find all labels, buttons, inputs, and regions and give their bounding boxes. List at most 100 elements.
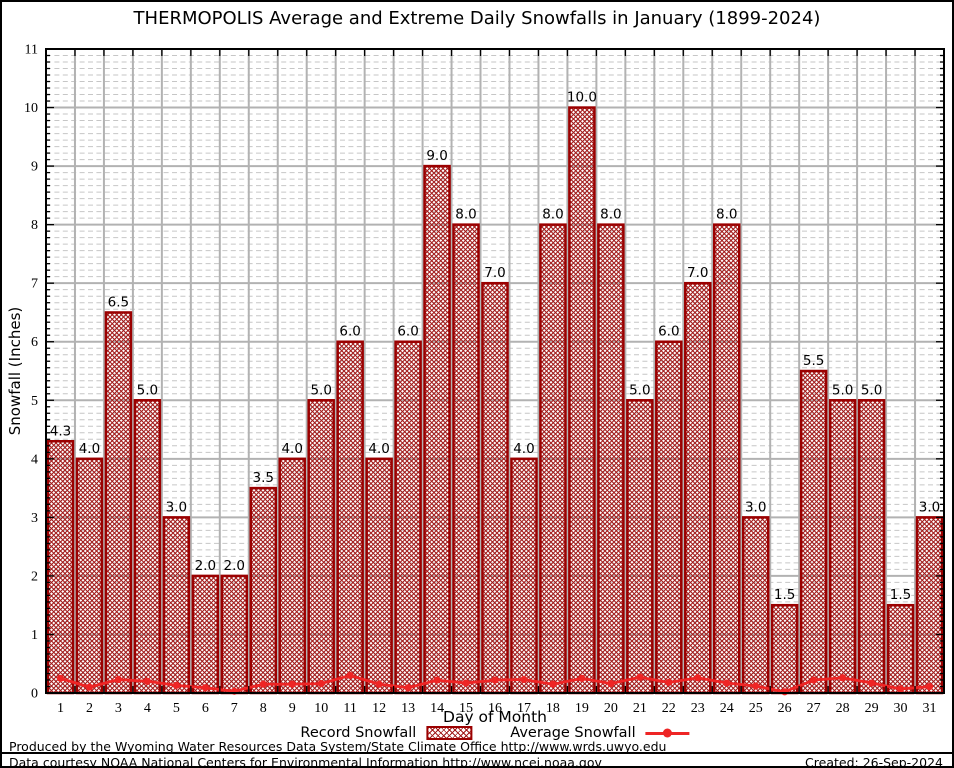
x-tick-26: 26 [778, 701, 792, 716]
bar-value-label: 1.5 [890, 587, 911, 603]
bar-value-label: 3.0 [166, 499, 187, 515]
record-snowfall-bars: 4.3 4.0 6.5 5.0 3.0 2.0 2.0 3.5 4.0 5.0 6.0 4.0 6.0 9… [46, 90, 944, 695]
bar-value-label: 6.5 [108, 294, 129, 310]
x-tick-29: 29 [865, 701, 879, 716]
x-tick-3: 3 [115, 701, 122, 716]
plot-border [45, 48, 945, 694]
bar-value-label: 5.0 [310, 382, 331, 398]
x-tick-25: 25 [749, 701, 763, 716]
average-point-day-12 [375, 680, 383, 688]
average-point-day-1 [56, 674, 65, 682]
x-tick-28: 28 [836, 701, 850, 716]
bar-value-label: 4.0 [513, 441, 534, 457]
bar-day-28 [828, 399, 857, 695]
x-tick-23: 23 [691, 701, 705, 716]
average-point-day-6 [201, 684, 209, 692]
average-point-day-30 [896, 685, 905, 693]
y-tick-6: 6 [31, 335, 38, 350]
bar-day-10 [307, 399, 335, 695]
bar-value-label: 4.0 [79, 441, 100, 457]
bar-value-label: 6.0 [397, 324, 418, 340]
bar-value-label: 2.0 [195, 558, 216, 574]
bar-value-label: 8.0 [600, 207, 621, 223]
x-axis-label: Day of Month [443, 708, 547, 726]
average-point-day-17 [520, 675, 528, 684]
x-tick-21: 21 [633, 701, 647, 716]
bar-day-20 [597, 223, 625, 695]
bar-value-label: 4.3 [50, 423, 71, 439]
bar-value-label: 6.0 [658, 324, 679, 340]
average-point-day-28 [839, 674, 847, 682]
average-point-day-29 [867, 679, 876, 687]
bar-value-label: 5.5 [803, 353, 824, 369]
bar-day-30 [886, 603, 915, 695]
y-tick-4: 4 [31, 452, 38, 467]
x-tick-2: 2 [86, 701, 93, 716]
bar-value-label: 3.5 [253, 470, 274, 486]
x-tick-17: 17 [517, 701, 531, 716]
average-point-day-25 [752, 682, 760, 690]
y-tick-1: 1 [31, 628, 38, 643]
x-tick-18: 18 [546, 701, 560, 716]
bar-day-6 [191, 574, 220, 695]
y-tick-8: 8 [31, 218, 38, 233]
bar-day-5 [162, 516, 191, 695]
average-point-day-15 [462, 679, 470, 687]
footer-data-courtesy: Data courtesy NOAA National Centers for … [9, 755, 602, 768]
bar-value-label: 3.0 [919, 499, 940, 515]
bar-day-12 [365, 457, 393, 695]
average-point-day-26 [781, 688, 789, 696]
bar-day-26 [770, 603, 799, 695]
footer-attribution-2: Data courtesy NOAA National Centers for … [9, 755, 943, 768]
bar-value-label: 7.0 [687, 265, 708, 281]
average-point-day-22 [665, 678, 673, 687]
bar-day-15 [452, 223, 480, 695]
footer-attribution-1: Produced by the Wyoming Water Resources … [9, 739, 667, 754]
axis-ticks [46, 48, 944, 694]
y-tick-9: 9 [31, 160, 38, 175]
bar-day-7 [220, 574, 249, 695]
bar-value-label: 10.0 [567, 90, 597, 106]
average-point-day-23 [694, 674, 702, 682]
bar-day-11 [336, 340, 364, 695]
bar-day-2 [75, 457, 104, 695]
x-tick-labels: 1 2 3 4 5 6 7 8 9 10 11 12 13 14 15 16 17 18 19 20 21 22 23 24 2… [57, 701, 937, 716]
average-point-day-4 [143, 677, 151, 685]
y-tick-3: 3 [31, 511, 38, 526]
x-tick-11: 11 [343, 701, 356, 716]
average-point-day-20 [607, 680, 615, 688]
legend-average-label: Average Snowfall [510, 725, 636, 741]
x-tick-22: 22 [662, 701, 676, 716]
y-tick-2: 2 [31, 569, 38, 584]
y-axis-label: Snowfall (Inches) [6, 306, 24, 436]
bar-value-label: 5.0 [861, 382, 882, 398]
bar-day-13 [394, 340, 422, 695]
bar-value-label: 5.0 [137, 382, 158, 398]
bar-day-14 [423, 164, 451, 695]
bar-value-label: 8.0 [455, 207, 476, 223]
bar-value-label: 8.0 [716, 207, 737, 223]
x-tick-27: 27 [807, 701, 821, 716]
x-tick-14: 14 [430, 701, 444, 716]
bar-day-22 [655, 340, 683, 695]
grid-major [46, 49, 944, 693]
bar-value-label: 5.0 [629, 382, 650, 398]
average-point-day-14 [433, 676, 441, 684]
x-tick-1: 1 [57, 701, 64, 716]
bar-day-16 [481, 281, 509, 695]
x-tick-10: 10 [314, 701, 328, 716]
x-tick-8: 8 [260, 701, 267, 716]
bar-value-label: 7.0 [484, 265, 505, 281]
bar-value-label: 4.0 [368, 441, 389, 457]
bar-day-29 [857, 399, 886, 695]
bar-day-9 [278, 457, 306, 695]
bar-day-31 [915, 516, 944, 695]
x-tick-6: 6 [202, 701, 209, 716]
x-tick-5: 5 [173, 701, 180, 716]
x-tick-4: 4 [144, 701, 151, 716]
average-point-day-10 [317, 680, 325, 688]
bar-day-24 [712, 223, 741, 695]
bar-day-18 [539, 223, 567, 695]
